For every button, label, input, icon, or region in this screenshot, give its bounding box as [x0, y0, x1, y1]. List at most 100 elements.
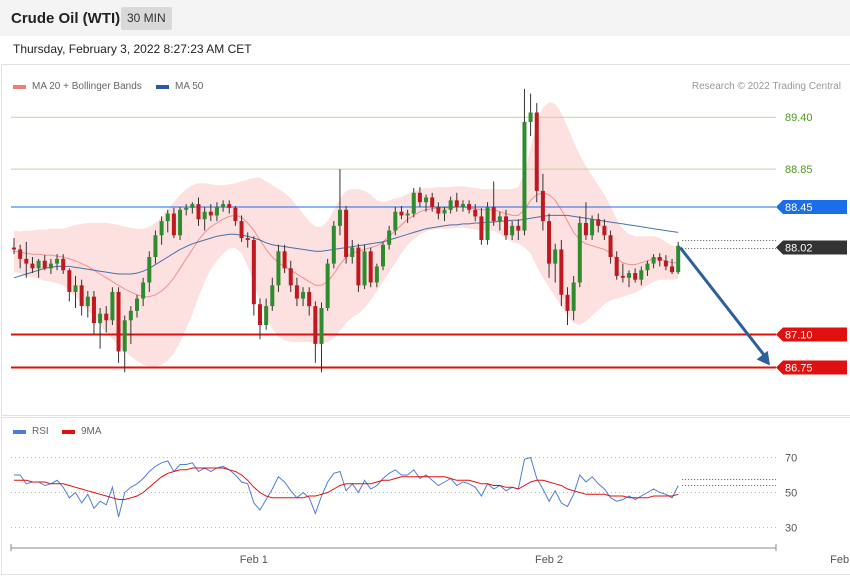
candle-body [350, 247, 355, 257]
legend-ma50: MA 50 [156, 81, 203, 92]
x-tick-label: Feb 1 [240, 554, 268, 566]
candle-body [301, 291, 306, 299]
candle-body [214, 206, 219, 216]
candle-body [393, 211, 398, 231]
candle-body [645, 263, 650, 271]
candle-body [147, 257, 152, 283]
candle-body [633, 273, 638, 280]
candle-body [651, 257, 656, 264]
ma50-swatch [156, 84, 169, 89]
candle-body [18, 249, 23, 259]
candle-body [251, 240, 256, 305]
candle-body [497, 216, 502, 222]
candle-body [417, 192, 422, 203]
candle-body [522, 121, 527, 231]
candle-body [387, 230, 392, 245]
candle-body [405, 213, 410, 216]
level-label-box [776, 240, 847, 255]
level-label-87.10: 87.10 [785, 329, 813, 341]
candle-body [282, 251, 287, 269]
candle-body [559, 249, 564, 295]
rsi-panel [1, 417, 850, 575]
candle-body [411, 192, 416, 214]
candle-body [473, 209, 478, 217]
candle-body [110, 291, 115, 321]
candle-body [122, 320, 127, 352]
candle-body [42, 260, 47, 269]
legend-rsi-ma-label: 9MA [81, 426, 102, 437]
x-tick-label: Feb 3 [830, 554, 850, 566]
candle-body [141, 282, 146, 299]
candle-body [534, 112, 539, 191]
level-label-88.85: 88.85 [785, 164, 813, 176]
candle-body [190, 204, 195, 208]
candle-body [491, 206, 496, 222]
candle-body [571, 282, 576, 311]
rsi-ma-line [14, 467, 679, 500]
candle-body [516, 225, 521, 231]
candle-body [30, 263, 35, 269]
candle-body [239, 221, 244, 239]
candle-body [104, 313, 109, 321]
projection-arrow-shaft [679, 246, 768, 359]
candle-body [368, 251, 373, 283]
interval-button[interactable]: 30 MIN [121, 7, 172, 30]
candle-body [436, 206, 441, 214]
level-label-box [776, 327, 847, 342]
candle-body [79, 285, 84, 307]
candle-body [344, 209, 349, 257]
candle-body [73, 285, 78, 292]
candle-body [116, 291, 121, 352]
candle-body [577, 223, 582, 283]
candle-body [627, 273, 631, 278]
candle-body [670, 266, 675, 273]
projection-arrow-head [756, 350, 770, 366]
candle-body [657, 257, 662, 261]
candle-body [479, 216, 484, 240]
candle-body [264, 306, 269, 325]
level-label-box [776, 360, 847, 375]
candle-body [48, 263, 53, 269]
x-tick-label: Feb 2 [535, 554, 563, 566]
candle-body [467, 204, 472, 210]
level-label-88.02: 88.02 [785, 243, 813, 255]
candle-body [374, 266, 379, 283]
candle-body [294, 285, 299, 299]
candle-body [362, 251, 367, 286]
candle-body [61, 258, 66, 271]
candle-body [85, 296, 90, 307]
rsi-tick-label: 50 [785, 488, 797, 500]
candle-body [676, 245, 681, 273]
candle-body [159, 221, 164, 236]
candle-body [221, 204, 226, 207]
level-label-86.75: 86.75 [785, 363, 813, 375]
legend-ma50-label: MA 50 [175, 81, 204, 92]
legend-bollinger: MA 20 + Bollinger Bands [13, 81, 142, 92]
instrument-title: Crude Oil (WTI) [11, 10, 121, 27]
candle-body [313, 306, 318, 344]
candle-body [91, 296, 96, 324]
candle-body [608, 235, 613, 257]
candle-body [270, 285, 275, 307]
legend-rsi-label: RSI [32, 426, 49, 437]
bollinger-swatch [13, 84, 26, 89]
candle-body [381, 244, 385, 267]
candle-body [258, 304, 262, 325]
candle-body [460, 204, 465, 207]
legend-bollinger-label: MA 20 + Bollinger Bands [32, 81, 142, 92]
candle-body [98, 313, 103, 324]
candle-body [36, 260, 41, 269]
candle-body [171, 213, 176, 236]
rsi-swatch [13, 429, 26, 434]
level-label-box [776, 199, 847, 214]
candle-body [553, 249, 558, 264]
candle-body [202, 211, 207, 220]
legend-rsi: RSI [13, 426, 49, 437]
candle-body [583, 223, 588, 236]
candle-body [590, 219, 595, 236]
candle-body [24, 258, 29, 264]
candle-body [165, 213, 170, 222]
candle-body [639, 270, 644, 280]
candle-body [528, 112, 533, 122]
